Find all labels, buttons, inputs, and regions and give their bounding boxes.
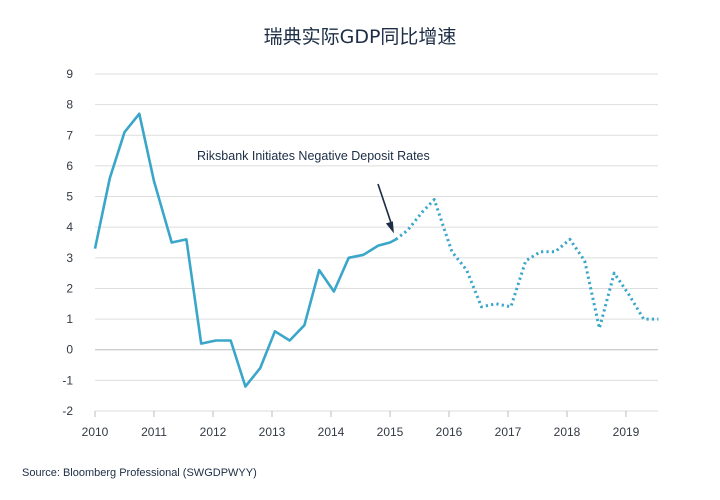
x-tick-label: 2019: [613, 425, 640, 439]
x-tick-label: 2010: [82, 425, 109, 439]
y-axis-ticks: -2 -1 0 1 2 3 4 5 6 7 8 9: [62, 67, 73, 418]
y-tick-label: -1: [62, 373, 73, 387]
y-tick-label: 8: [66, 98, 73, 112]
x-tick-label: 2017: [495, 425, 522, 439]
series-line-dotted: [394, 198, 659, 330]
chart-title: 瑞典实际GDP同比增速: [263, 26, 457, 48]
x-tick-label: 2012: [200, 425, 227, 439]
annotation-arrowhead: [385, 221, 394, 234]
y-tick-label: 4: [66, 220, 73, 234]
x-axis-ticks: 2010 2011 2012 2013 2014 2015 2016 2017 2018 2019: [82, 411, 640, 439]
source-note: Source: Bloomberg Professional (SWGDPWYY…: [22, 467, 257, 479]
series-line-solid: [93, 112, 397, 388]
x-tick-label: 2015: [377, 425, 404, 439]
y-tick-label: 5: [66, 190, 73, 204]
x-tick-label: 2011: [141, 425, 167, 439]
y-tick-label: 3: [66, 251, 73, 265]
annotation-arrow: [377, 183, 393, 226]
y-tick-label: -2: [62, 404, 73, 418]
y-tick-label: 9: [66, 67, 73, 81]
y-tick-label: 7: [66, 128, 73, 142]
annotation: Riksbank Initiates Negative Deposit Rate…: [197, 149, 430, 234]
x-tick-label: 2013: [259, 425, 286, 439]
annotation-text: Riksbank Initiates Negative Deposit Rate…: [197, 149, 430, 163]
y-tick-label: 6: [66, 159, 73, 173]
gridlines: [95, 73, 658, 412]
y-tick-label: 0: [66, 343, 73, 357]
x-tick-label: 2018: [554, 425, 581, 439]
x-tick-label: 2014: [318, 425, 345, 439]
x-tick-label: 2016: [436, 425, 463, 439]
y-tick-label: 1: [66, 312, 73, 326]
y-tick-label: 2: [66, 281, 73, 295]
series-lines: [93, 112, 659, 388]
